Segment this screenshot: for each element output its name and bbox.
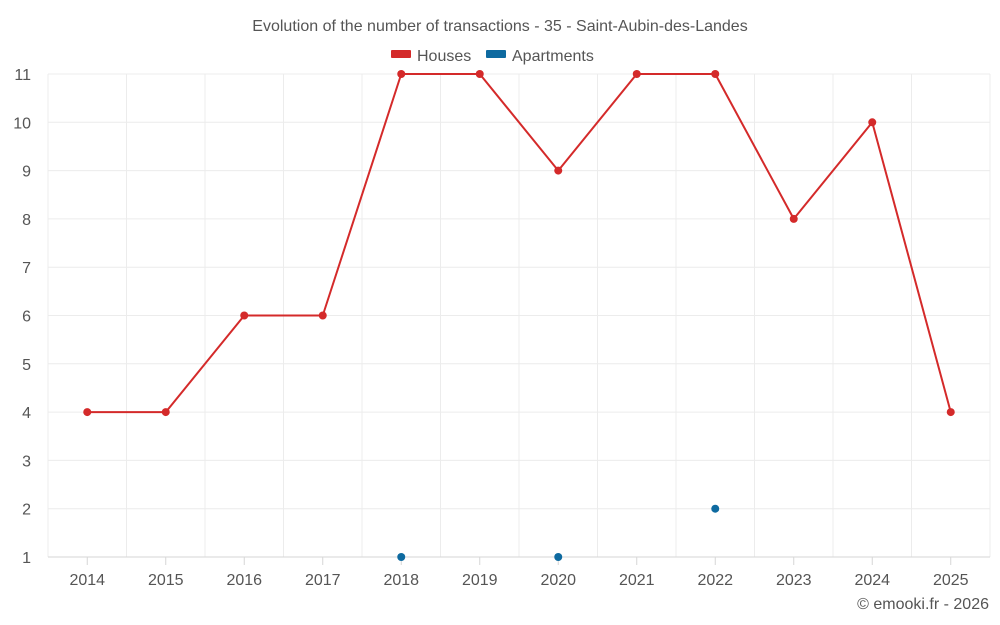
x-tick-label: 2025 <box>933 572 969 589</box>
y-tick-label: 6 <box>22 309 31 326</box>
series-line-houses <box>87 73 952 414</box>
chart-title: Evolution of the number of transactions … <box>252 18 747 35</box>
data-point-houses[interactable] <box>240 311 249 320</box>
x-tick-label: 2018 <box>383 572 419 589</box>
y-tick-label: 11 <box>14 67 31 84</box>
y-tick-label: 3 <box>22 453 31 470</box>
x-tick-label: 2021 <box>619 572 655 589</box>
legend-item-houses[interactable]: Houses <box>391 48 471 65</box>
data-point-houses[interactable] <box>789 214 798 223</box>
x-tick-label: 2015 <box>148 572 184 589</box>
data-point-houses[interactable] <box>711 70 720 78</box>
x-tick-label: 2014 <box>69 572 105 589</box>
y-tick-label: 10 <box>13 115 31 132</box>
x-tick-label: 2020 <box>540 572 576 589</box>
x-tick-label: 2022 <box>697 572 733 589</box>
legend-swatch-apartments <box>486 50 506 58</box>
data-point-houses[interactable] <box>397 70 406 78</box>
series-layer <box>83 70 955 561</box>
legend-swatch-houses <box>391 50 411 58</box>
x-tick-label: 2016 <box>226 572 262 589</box>
credit-text: © emooki.fr - 2026 <box>857 596 989 613</box>
data-point-houses[interactable] <box>632 70 641 78</box>
legend-label-houses: Houses <box>417 48 471 65</box>
x-tick-label: 2017 <box>305 572 341 589</box>
data-point-houses[interactable] <box>946 408 955 417</box>
y-tick-label: 2 <box>22 502 31 519</box>
data-point-houses[interactable] <box>83 408 92 417</box>
x-tick-label: 2024 <box>854 572 890 589</box>
series-houses <box>83 70 955 417</box>
data-point-houses[interactable] <box>554 166 563 175</box>
y-tick-label: 5 <box>22 357 31 374</box>
y-tick-label: 4 <box>22 405 31 422</box>
y-tick-label: 8 <box>22 212 31 229</box>
y-tick-label: 7 <box>22 260 31 277</box>
data-point-apartments[interactable] <box>711 504 720 513</box>
y-tick-label: 1 <box>22 550 31 567</box>
data-point-houses[interactable] <box>318 311 327 320</box>
data-point-houses[interactable] <box>475 70 484 78</box>
y-tick-label: 9 <box>22 164 31 181</box>
x-axis: 2014 2015 2016 2017 2018 2019 2020 2021 2022 2023… <box>48 556 990 589</box>
x-tick-label: 2019 <box>462 572 498 589</box>
x-tick-label: 2023 <box>776 572 812 589</box>
legend-label-apartments: Apartments <box>512 48 594 65</box>
data-point-apartments[interactable] <box>554 553 563 561</box>
series-apartments <box>397 504 720 561</box>
y-axis: 1 2 3 4 5 6 7 8 9 10 11 <box>13 67 31 567</box>
legend-item-apartments[interactable]: Apartments <box>486 48 594 65</box>
legend: Houses Apartments <box>391 48 594 65</box>
data-point-houses[interactable] <box>161 408 170 417</box>
grid <box>47 73 991 558</box>
data-point-houses[interactable] <box>868 118 877 127</box>
data-point-apartments[interactable] <box>397 553 406 561</box>
